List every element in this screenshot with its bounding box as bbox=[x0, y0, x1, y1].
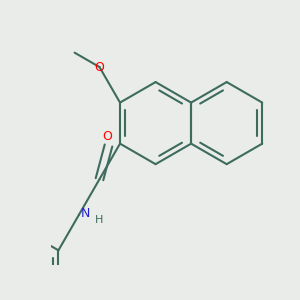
Text: I: I bbox=[0, 187, 1, 201]
Text: N: N bbox=[81, 207, 90, 220]
Text: H: H bbox=[94, 214, 103, 225]
Text: O: O bbox=[103, 130, 112, 142]
Text: O: O bbox=[94, 61, 104, 74]
